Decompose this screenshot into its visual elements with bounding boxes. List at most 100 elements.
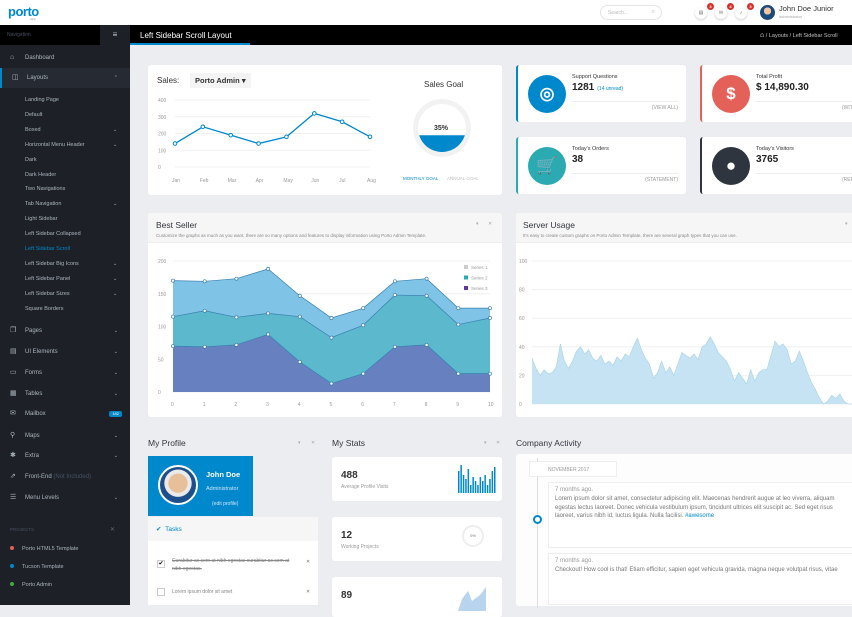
submenu-label: Light Sidebar [25,216,58,223]
tasks-icon[interactable]: ▤ 3 [695,3,714,19]
card-link[interactable]: (STATEMENT) [645,177,678,183]
submenu-item[interactable]: Left Sidebar Big Icons ⌄ [25,261,117,267]
spark-bar [465,479,467,493]
bell-icon[interactable]: ♪ 3 [735,3,754,19]
submenu-item[interactable]: Square Borders [25,306,64,312]
project-item[interactable]: Tucson Template [10,564,64,570]
submenu-item[interactable]: Left Sidebar Sizes ⌄ [25,290,117,297]
collapse-icon[interactable]: ▾ [845,221,848,227]
submenu-item[interactable]: Left Sidebar Panel ⌄ [25,276,117,282]
post-tag[interactable]: #awesome [685,513,715,519]
data-point [311,111,317,116]
stat-value: 488 [341,470,358,481]
submenu-item[interactable]: Landing Page [25,97,59,103]
sparkline-area [458,587,486,611]
task-checkbox[interactable]: ✔ [157,560,165,568]
breadcrumb-layouts[interactable]: Layouts [768,33,789,39]
sidebar-item-label: Maps [25,433,40,439]
card-value: 3765 [756,154,781,165]
project-item[interactable]: Porto HTML5 Template [10,546,78,552]
data-point [361,323,366,328]
data-point [284,134,289,140]
data-point [329,381,334,386]
task-checkbox[interactable] [157,588,165,596]
tasks-header[interactable]: ✔ Tasks [156,525,182,533]
submenu-item[interactable]: Tab Navigation ⌄ [25,201,117,207]
sidebar-toggle-icon[interactable]: ≡ [100,25,130,45]
x-tick-label: 5 [330,402,333,408]
sidebar-item-ui-elements[interactable]: ▤ UI Elements ⌄ [0,342,130,362]
breadcrumb: ⌂ / Layouts / Left Sidebar Scroll [760,32,838,39]
server-usage-subtitle: It's easy to create custom graphs on Por… [523,233,737,238]
remove-task-icon[interactable]: ✕ [306,589,311,595]
sidebar-item-mailbox[interactable]: ✉ Mailbox 182 [0,404,130,424]
y-tick-label: 50 [158,357,164,363]
sidebar-item-maps[interactable]: ⚲ Maps ⌄ [0,426,130,446]
project-item[interactable]: Porto Admin [10,582,52,588]
page-header-bar [0,25,852,45]
stat-label: Average Profile Visits [341,484,389,490]
x-tick-label: Feb [200,178,209,184]
submenu-item[interactable]: Dark Header [25,172,56,178]
search-icon[interactable]: ⌕ [651,9,655,15]
spark-bar [491,471,494,493]
close-icon[interactable]: ✕ [110,527,116,533]
search-input[interactable]: Search... ⌕ [600,5,662,20]
submenu-item[interactable]: Left Sidebar Scroll [25,246,70,252]
sidebar-item-dashboard[interactable]: ⌂ Dashboard [0,48,130,68]
tab-annual-goal[interactable]: ANNUAL GOAL [447,176,479,181]
data-point [297,359,302,364]
sidebar-item-layouts[interactable]: ◫ Layouts ⌃ [0,68,130,88]
submenu-item[interactable]: Light Sidebar [25,216,57,222]
submenu-item[interactable]: Two Navigations [25,186,65,192]
submenu-item[interactable]: Horizontal Menu Header ⌄ [25,142,117,148]
chevron-down-icon: ⌄ [113,453,118,459]
submenu-item[interactable]: Default [25,112,42,118]
tab-monthly-goal[interactable]: MONTHLY GOAL [403,176,439,181]
server-usage-chart: 0 20 40 60 80 100 [519,259,852,408]
close-icon[interactable]: ✕ [311,440,316,446]
close-icon[interactable]: ✕ [496,440,501,446]
columns-icon: ◫ [12,74,19,81]
best-seller-chart: 0 50 100 150 200 0 1 2 3 4 5 6 7 8 9 10 Series 1 Series 2… [158,259,494,408]
card-title: Support Questions [572,74,618,80]
my-profile-title: My Profile [148,438,186,448]
user-name[interactable]: John Doe Junior [779,4,834,13]
collapse-icon[interactable]: ▾ [484,440,487,446]
sidebar-item-menu-levels[interactable]: ☰ Menu Levels ⌄ [0,488,130,508]
submenu-item[interactable]: Left Sidebar Collapsed [25,231,81,237]
envelope-icon[interactable]: ✉ 4 [715,3,734,19]
y-tick-label: 100 [158,325,167,331]
chevron-down-icon: ⌄ [113,349,118,355]
y-tick-label: 200 [158,259,167,265]
avatar[interactable] [760,5,775,20]
collapse-icon[interactable]: ▾ [476,221,479,227]
logo-sub: admin [30,17,36,21]
sidebar-item-tables[interactable]: ▦ Tables ⌄ [0,384,130,404]
card-link[interactable]: (REPORT) [842,177,852,183]
y-tick-label: 20 [519,373,525,379]
home-icon[interactable]: ⌂ [760,32,765,39]
sidebar-item-pages[interactable]: ❐ Pages ⌄ [0,321,130,341]
card-link[interactable]: (WITHDRAW) [842,105,852,111]
spark-bar [470,485,472,493]
card-link[interactable]: (VIEW ALL) [651,105,678,111]
submenu-item[interactable]: Boxed ⌄ [25,127,117,133]
usage-line [531,336,852,405]
sales-select[interactable]: Porto Admin ▾ [190,73,251,88]
sidebar-item-front-end[interactable]: ⇗ Front-End (Not Included) [0,467,130,487]
stat-value: 12 [341,530,353,541]
remove-task-icon[interactable]: ✕ [306,559,311,565]
submenu-item[interactable]: Dark [25,157,37,163]
collapse-icon[interactable]: ▾ [298,440,301,446]
submenu-label: Left Sidebar Sizes [25,290,70,297]
summary-card: $ Total Profit $ 14,890.30 (WITHDRAW) [700,65,852,122]
data-point [339,119,345,125]
card-value: $ 14,890.30 [756,82,812,93]
data-point [361,306,366,311]
logo[interactable]: porto admin [8,4,39,21]
close-icon[interactable]: ✕ [488,221,493,227]
sidebar-item-forms[interactable]: ▭ Forms ⌄ [0,363,130,383]
edit-profile-link[interactable]: (edit profile) [212,501,239,507]
sidebar-item-extra[interactable]: ✱ Extra ⌄ [0,446,130,466]
